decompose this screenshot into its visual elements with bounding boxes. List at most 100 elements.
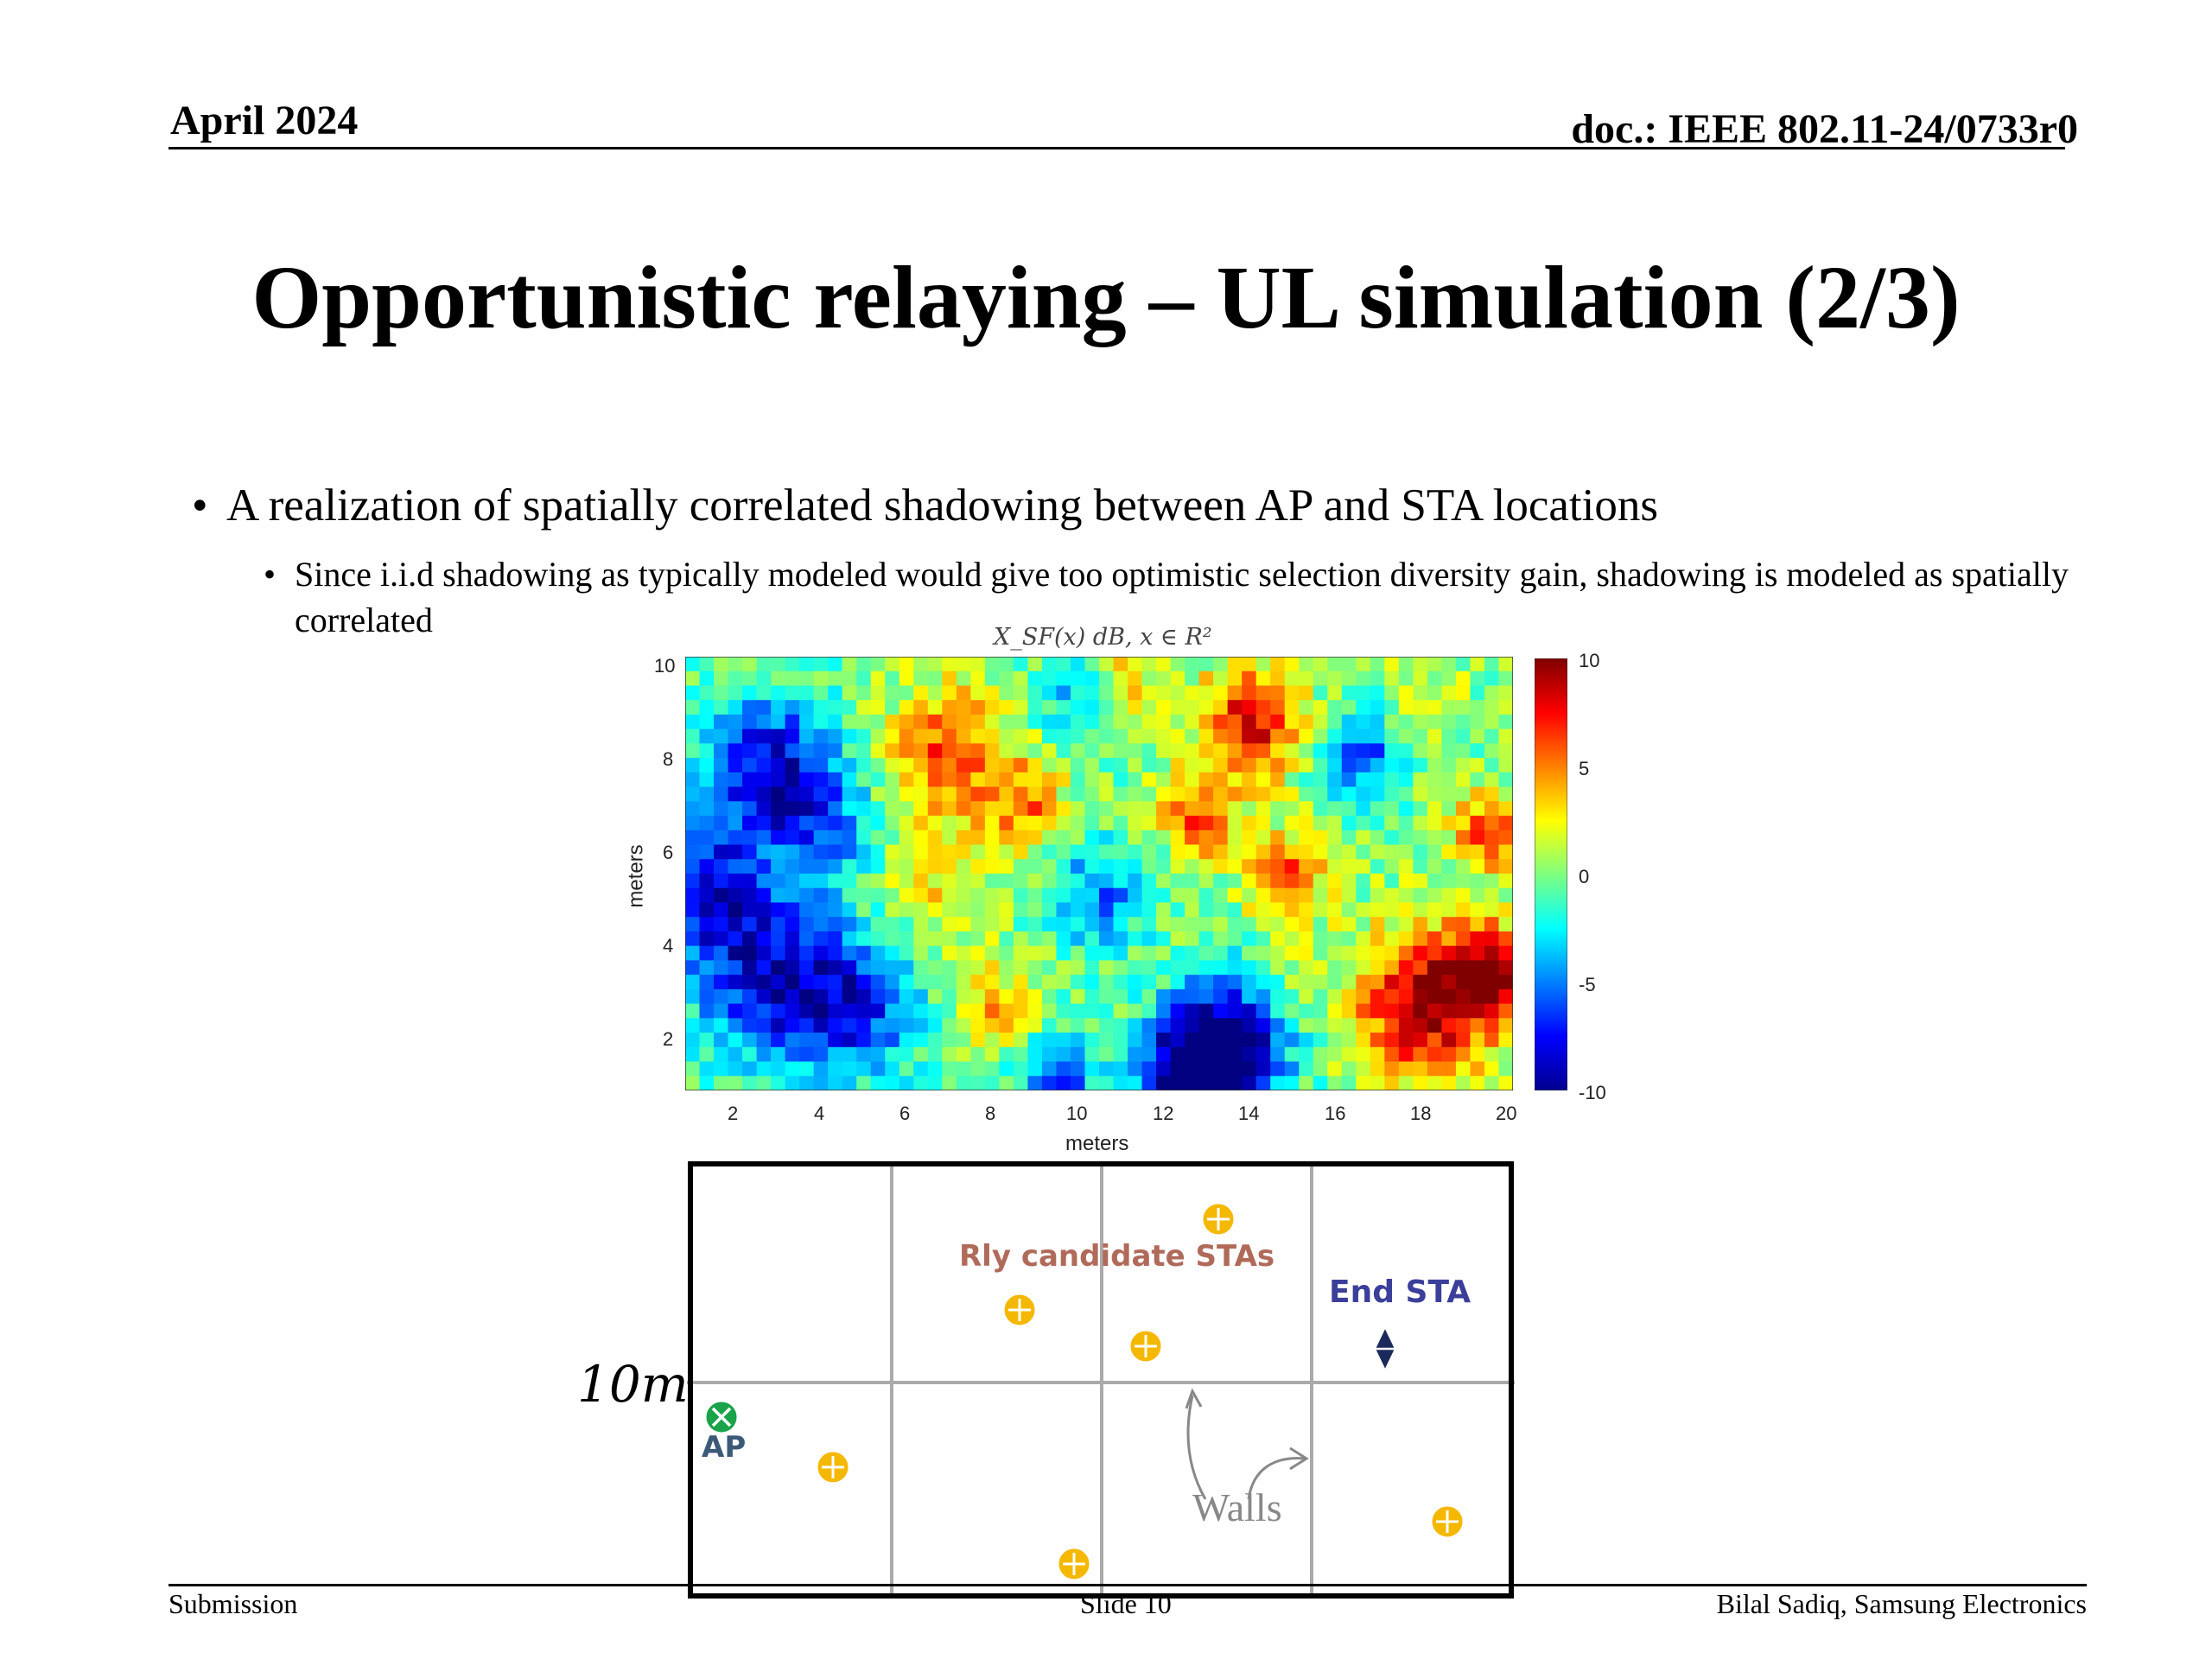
heatmap-cell [1213, 671, 1229, 687]
heatmap-cell [1284, 1018, 1300, 1033]
heatmap-cell [1484, 960, 1500, 976]
heatmap-cell [1441, 758, 1457, 773]
heatmap-cell [1313, 786, 1328, 802]
heatmap-cell [1299, 685, 1314, 701]
heatmap-cell [1356, 874, 1371, 889]
heatmap-cell [1470, 960, 1485, 976]
heatmap-cell [1470, 1033, 1485, 1048]
heatmap-cell [1455, 743, 1471, 759]
heatmap-cell [956, 960, 971, 976]
heatmap-cell [970, 830, 986, 846]
heatmap-cell [685, 988, 701, 1005]
heatmap-cell [870, 1033, 886, 1048]
heatmap-cell [1013, 902, 1029, 918]
heatmap-cell [1156, 844, 1172, 860]
heatmap-cell [771, 786, 786, 802]
heatmap-cell [828, 657, 843, 672]
heatmap-cell [1327, 1046, 1343, 1063]
heatmap-cell [1213, 1046, 1229, 1063]
heatmap-cell [942, 1018, 957, 1033]
heatmap-cell [1270, 1018, 1286, 1033]
heatmap-cell [813, 874, 829, 889]
heatmap-cell [1498, 743, 1513, 759]
heatmap-cell [1284, 844, 1300, 860]
heatmap-cell [999, 945, 1014, 961]
heatmap-cell [1056, 887, 1071, 904]
heatmap-cell [1270, 887, 1286, 904]
heatmap-cell [756, 902, 772, 918]
heatmap-cell [1427, 960, 1443, 976]
heatmap-cell [942, 1076, 957, 1090]
heatmap-cell [1141, 887, 1157, 904]
heatmap-cell [828, 931, 843, 947]
heatmap-cell [728, 816, 743, 831]
heatmap-cell [956, 1033, 971, 1048]
heatmap-cell [1041, 988, 1058, 1005]
heatmap-cell [870, 700, 886, 715]
heatmap-cell [1484, 945, 1500, 961]
heatmap-cell [1099, 1003, 1115, 1019]
heatmap-cell [1498, 1033, 1513, 1048]
heatmap-cell [1027, 917, 1043, 932]
heatmap-cell [1398, 772, 1414, 788]
heatmap-cell [1213, 714, 1229, 730]
heatmap-cell [1128, 801, 1143, 817]
heatmap-cell [1013, 874, 1029, 889]
heatmap-cell [828, 671, 843, 687]
heatmap-cell [1198, 1046, 1214, 1063]
heatmap-cell [842, 945, 857, 961]
heatmap-cell [1242, 743, 1257, 759]
heatmap-cell [1084, 1033, 1100, 1048]
heatmap-cell [1284, 874, 1300, 889]
heatmap-cell [1370, 960, 1385, 976]
heatmap-cell [1327, 988, 1343, 1005]
heatmap-cell [999, 671, 1014, 687]
heatmap-cell [685, 786, 701, 802]
heatmap-cell [1413, 960, 1428, 976]
heatmap-cell [842, 1003, 857, 1019]
heatmap-cell [1242, 685, 1257, 701]
heatmap-cell [856, 816, 872, 831]
heatmap-cell [1198, 960, 1214, 976]
heatmap-cell [870, 1003, 886, 1019]
heatmap-cell [1213, 931, 1229, 947]
heatmap-cell [714, 758, 729, 773]
heatmap-cell [1128, 945, 1143, 961]
heatmap-cell [1027, 657, 1043, 672]
heatmap-cell [1484, 657, 1500, 672]
heatmap-cell [685, 685, 701, 701]
heatmap-cell [899, 917, 914, 932]
heatmap-cell [927, 931, 943, 947]
heatmap-cell [1441, 975, 1457, 990]
heatmap-cell [1084, 714, 1100, 730]
heatmap-cell [828, 685, 843, 701]
heatmap-cell [1170, 887, 1185, 904]
heatmap-cell [771, 988, 786, 1005]
heatmap-cell [885, 1061, 900, 1077]
heatmap-cell [771, 1018, 786, 1033]
heatmap-cell [799, 874, 815, 889]
dimension-label: 10m [577, 1355, 689, 1414]
heatmap-cell [756, 1033, 772, 1048]
heatmap-cell [999, 931, 1014, 947]
heatmap-cell [1398, 728, 1414, 744]
heatmap-cell [828, 1033, 843, 1048]
heatmap-cell [1470, 685, 1485, 701]
heatmap-cell [728, 902, 743, 918]
heatmap-cell [1255, 917, 1271, 932]
heatmap-cell [1185, 1061, 1200, 1077]
heatmap-cell [771, 960, 786, 976]
heatmap-cell [799, 1046, 815, 1063]
heatmap-cell [1498, 772, 1513, 788]
heatmap-cell [1313, 657, 1328, 672]
heatmap-cell [699, 960, 715, 976]
heatmap-cell [1413, 685, 1428, 701]
heatmap-cell [1413, 1033, 1428, 1048]
heatmap-cell [1070, 772, 1086, 788]
heatmap-cell [1398, 657, 1414, 672]
heatmap-cell [1341, 887, 1357, 904]
heatmap-cell [1113, 728, 1128, 744]
heatmap-cell [1056, 1076, 1071, 1090]
heatmap-cell [742, 1018, 758, 1033]
heatmap-cell [1427, 1003, 1443, 1019]
